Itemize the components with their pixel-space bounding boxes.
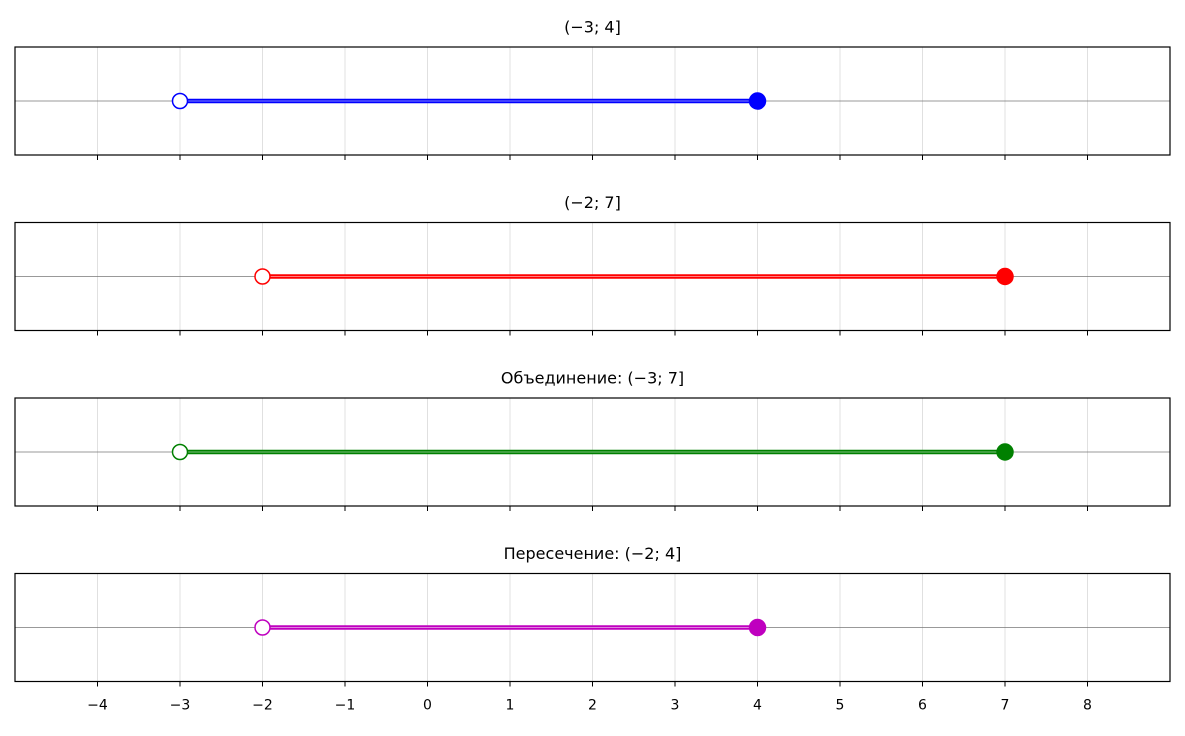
x-tick-label: 8 [1083,698,1092,714]
open-endpoint [254,268,271,285]
axes-frame [14,46,1171,156]
x-tick-label: 5 [836,698,845,714]
open-endpoint [171,92,189,110]
closed-endpoint [748,92,767,110]
x-tick-label: 7 [1001,698,1010,714]
subplot-title: (−3; 4] [564,18,621,37]
axes-frame [14,397,1171,507]
x-tick-label: 3 [671,698,680,714]
x-tick-label: −4 [87,698,108,714]
closed-endpoint [996,267,1014,286]
subplot-title: Объединение: (−3; 7] [501,369,684,388]
x-tick-label: 2 [588,698,597,714]
subplot-title: (−2; 7] [564,193,621,212]
x-tick-label: 4 [753,698,762,714]
x-tick-label: −3 [170,698,191,714]
x-tick-label: 6 [918,698,927,714]
x-tick-label: −1 [335,698,356,714]
axes-frame [14,572,1171,683]
subplot-title: Пересечение: (−2; 4] [504,544,682,563]
axes-frame [14,221,1171,332]
closed-endpoint [748,618,767,637]
x-tick-label: −2 [252,698,273,714]
open-endpoint [171,443,189,461]
closed-endpoint [996,443,1014,461]
open-endpoint [254,619,271,636]
x-tick-label: 0 [423,698,432,714]
x-tick-label: 1 [506,698,515,714]
